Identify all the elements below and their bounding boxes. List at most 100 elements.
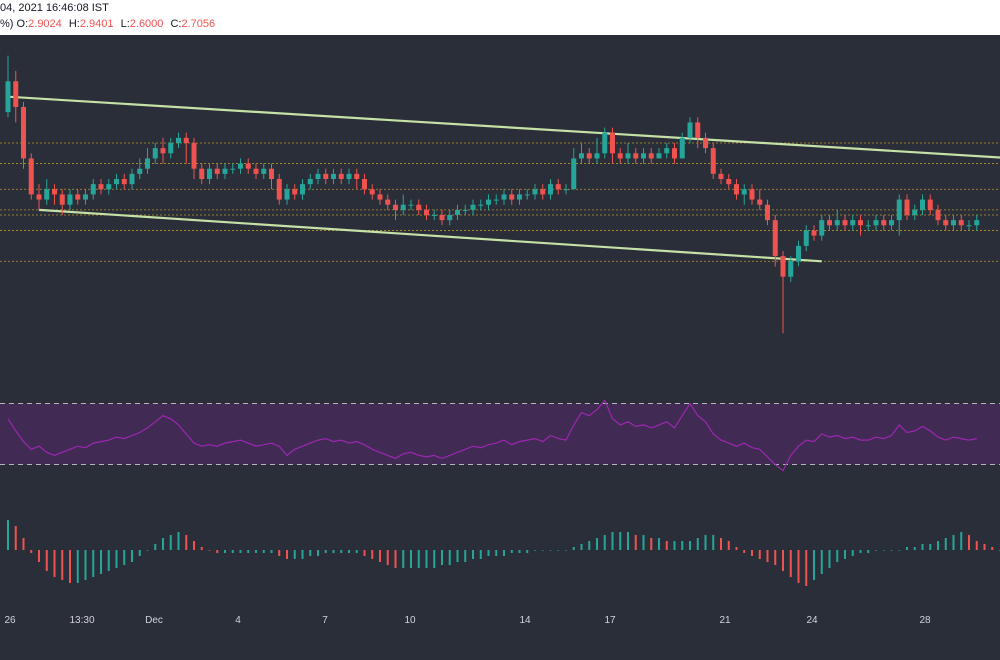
macd-histogram-bar	[154, 544, 157, 550]
candle-body	[238, 163, 243, 169]
macd-histogram-bar	[123, 550, 126, 565]
macd-histogram-bar	[820, 550, 823, 574]
macd-histogram-bar	[425, 550, 428, 568]
candle-body	[951, 220, 956, 226]
macd-histogram-bar	[185, 535, 188, 550]
macd-histogram-bar	[960, 532, 963, 550]
candle-body	[486, 199, 491, 205]
candle-body	[648, 153, 654, 159]
candle-body	[369, 189, 375, 195]
macd-histogram-bar	[472, 550, 474, 559]
candle-body	[470, 204, 476, 210]
candle-body	[943, 220, 949, 226]
candle-body	[199, 168, 205, 179]
chart-background	[0, 35, 1000, 660]
candle-body	[129, 173, 135, 185]
candle-body	[323, 173, 329, 179]
macd-histogram-bar	[107, 550, 110, 571]
open-key: O:	[16, 18, 29, 30]
candle-body	[548, 184, 553, 195]
candle-body	[21, 107, 26, 159]
macd-histogram-bar	[805, 550, 808, 586]
macd-histogram-bar	[255, 550, 257, 553]
candle-body	[83, 194, 88, 200]
candle-body	[222, 168, 228, 174]
macd-histogram-bar	[309, 550, 312, 556]
macd-histogram-bar	[131, 550, 133, 562]
macd-histogram-bar	[193, 541, 195, 550]
close-value: 2.7056	[181, 18, 216, 30]
x-tick-label: 4	[235, 615, 241, 626]
macd-histogram-bar	[712, 535, 715, 550]
macd-histogram-bar	[549, 550, 552, 551]
macd-histogram-bar	[363, 550, 366, 556]
candle-body	[377, 194, 383, 200]
chart-plot-area[interactable]: 26 13:30 Dec 4 7 10 14 17 21 24 28	[0, 35, 1000, 660]
candle-body	[602, 132, 608, 154]
candle-body	[920, 199, 925, 210]
macd-histogram-bar	[681, 541, 684, 550]
candle-body	[540, 189, 546, 195]
high-value: 2.9401	[79, 18, 114, 30]
macd-histogram-bar	[906, 547, 908, 550]
change-suffix: %)	[0, 18, 14, 30]
candle-body	[67, 194, 73, 205]
candle-body	[889, 220, 894, 226]
macd-histogram-bar	[487, 550, 490, 556]
candle-body	[245, 163, 251, 169]
candle-body	[331, 173, 336, 179]
macd-histogram-bar	[828, 550, 831, 568]
macd-histogram-bar	[456, 550, 459, 562]
macd-histogram-bar	[619, 532, 622, 550]
high-key: H:	[68, 18, 80, 30]
candle-body	[517, 194, 522, 200]
candle-body	[819, 220, 825, 236]
macd-histogram-bar	[115, 550, 118, 568]
candle-body	[28, 158, 34, 195]
candle-body	[36, 194, 42, 200]
candle-body	[610, 132, 615, 154]
macd-histogram-bar	[402, 550, 405, 568]
candle-body	[455, 209, 460, 215]
macd-histogram-bar	[541, 550, 544, 551]
ohlc-readout: %) O:2.9024 H:2.9401 L:2.6000 C:2.7056	[0, 18, 219, 30]
x-tick-label: 26	[4, 615, 16, 626]
macd-histogram-bar	[673, 541, 676, 550]
macd-histogram-bar	[495, 550, 498, 556]
candle-body	[827, 220, 832, 226]
macd-histogram-bar	[169, 535, 172, 550]
candle-body	[555, 184, 561, 190]
candle-body	[253, 168, 259, 174]
macd-histogram-bar	[332, 550, 335, 553]
macd-histogram-bar	[751, 550, 753, 556]
macd-histogram-bar	[38, 550, 40, 562]
trendline	[38, 208, 822, 263]
macd-histogram-bar	[813, 550, 815, 580]
macd-histogram-bar	[433, 550, 436, 568]
candle-body	[152, 148, 158, 159]
macd-histogram-bar	[45, 550, 48, 571]
macd-histogram-bar	[146, 550, 149, 551]
macd-histogram-bar	[851, 550, 854, 556]
candle-body	[858, 220, 863, 226]
macd-histogram-bar	[410, 550, 412, 568]
macd-histogram-bar	[464, 550, 467, 562]
candle-body	[734, 184, 739, 195]
macd-histogram-bar	[634, 535, 637, 550]
candle-body	[842, 220, 848, 226]
macd-histogram-bar	[61, 550, 64, 580]
candle-body	[679, 137, 685, 159]
x-tick-label: 21	[719, 615, 731, 626]
macd-histogram-bar	[348, 550, 350, 553]
candle-body	[656, 153, 662, 159]
candle-body	[672, 148, 677, 159]
macd-histogram-bar	[867, 550, 870, 553]
candle-body	[315, 173, 321, 179]
macd-histogram-bar	[270, 550, 273, 553]
candle-body	[385, 199, 391, 205]
macd-histogram-bar	[224, 550, 226, 553]
macd-histogram-bar	[162, 538, 164, 550]
candle-body	[726, 179, 732, 185]
macd-histogram-bar	[603, 535, 606, 550]
